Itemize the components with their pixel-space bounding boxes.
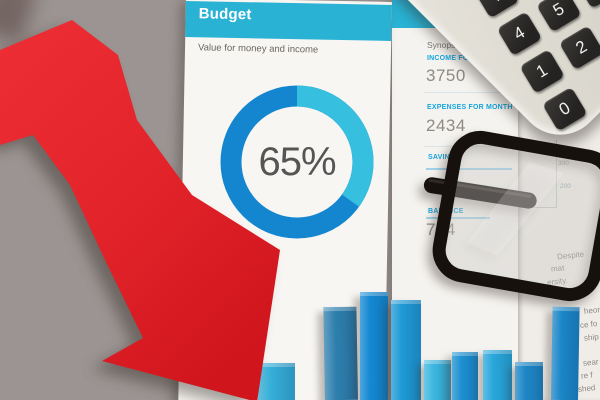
axis-tick: 300 <box>558 160 569 167</box>
budget-title: Budget <box>198 5 252 24</box>
bar-block <box>323 306 358 400</box>
donut-percent-label: 65% <box>258 139 336 184</box>
axis-line-horizontal <box>518 207 556 208</box>
paragraph-fragment: heor <box>583 305 600 316</box>
budget-subtitle: Value for money and income <box>197 42 319 56</box>
bar-block <box>515 362 543 400</box>
paragraph-fragment: re f <box>580 370 594 381</box>
paragraph-fragment: ship <box>583 332 600 343</box>
income-label: INCOME FOR <box>427 55 474 62</box>
axis-tick: 200 <box>560 183 571 190</box>
axis-line-vertical <box>556 140 557 208</box>
saving-underline <box>426 168 512 170</box>
arrow-corner-shadow <box>0 0 38 44</box>
balance-value: 754 <box>426 220 456 239</box>
paragraph-fragment: mat <box>550 263 565 274</box>
bar-block <box>360 292 388 400</box>
paragraph-fragment: ce fo <box>579 319 598 330</box>
balance-label: BALANCE <box>428 208 464 215</box>
saving-label: SAVING <box>428 154 456 161</box>
expenses-value: 2434 <box>426 116 466 135</box>
bar-block <box>483 350 512 400</box>
bar-block <box>424 360 451 400</box>
synopsis-title: Synopsis <box>427 40 462 50</box>
donut-fraction-segment <box>220 85 374 239</box>
paragraph-fragment: ersity. <box>546 275 569 288</box>
expenses-label: EXPENSES FOR MONTH <box>427 104 513 111</box>
paragraph-fragment: Despite <box>556 249 585 262</box>
divider <box>424 92 514 93</box>
income-value: 3750 <box>426 66 466 85</box>
balance-underline <box>426 217 490 219</box>
bar-block <box>258 363 295 400</box>
bar-block <box>551 306 580 400</box>
bar-block <box>391 300 421 400</box>
paragraph-fragment: sear <box>582 357 599 368</box>
bar-block <box>452 352 478 400</box>
divider <box>424 146 514 147</box>
paragraph-fragment: shed <box>577 383 596 394</box>
